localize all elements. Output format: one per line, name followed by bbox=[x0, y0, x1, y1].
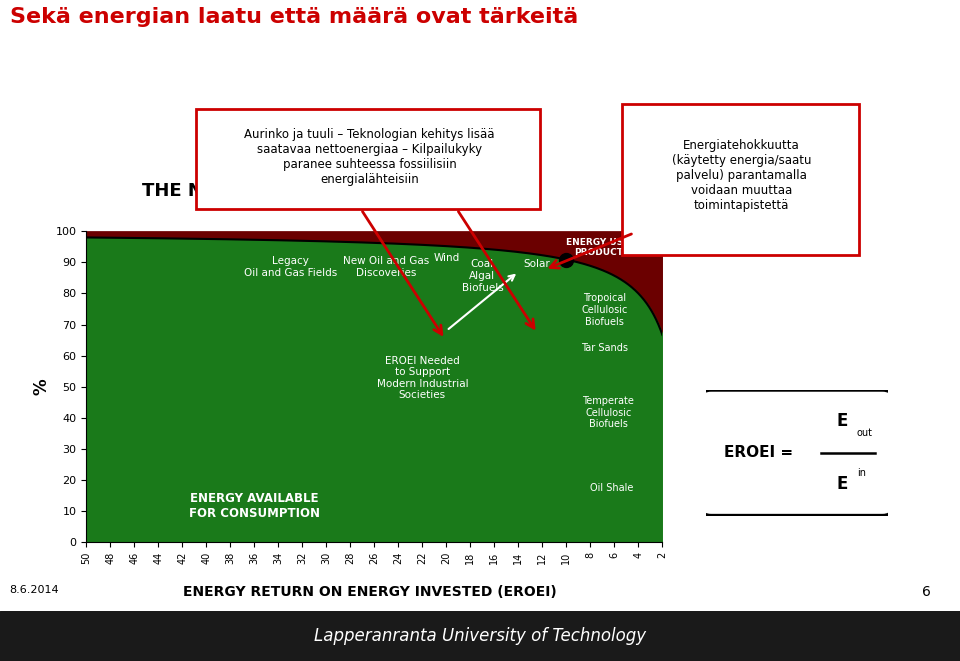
Text: ENERGY RETURN ON ENERGY INVESTED (EROEI): ENERGY RETURN ON ENERGY INVESTED (EROEI) bbox=[182, 585, 557, 599]
Text: Lapperanranta University of Technology: Lapperanranta University of Technology bbox=[314, 627, 646, 645]
Text: Legacy
Oil and Gas Fields: Legacy Oil and Gas Fields bbox=[244, 256, 337, 278]
Text: ENERGY AVAILABLE
FOR CONSUMPTION: ENERGY AVAILABLE FOR CONSUMPTION bbox=[189, 492, 320, 520]
Text: 6: 6 bbox=[923, 585, 931, 599]
Text: Coal
Algal
Biofuels: Coal Algal Biofuels bbox=[462, 259, 503, 293]
Text: ENERGY USED IN
PRODUCTION: ENERGY USED IN PRODUCTION bbox=[565, 237, 651, 257]
Text: THE NET ENERGY CLIFF: THE NET ENERGY CLIFF bbox=[142, 182, 376, 200]
Text: out: out bbox=[857, 428, 873, 438]
Text: 8.6.2014: 8.6.2014 bbox=[10, 585, 60, 595]
FancyBboxPatch shape bbox=[702, 390, 892, 516]
Text: EROEI =: EROEI = bbox=[724, 446, 798, 460]
Text: Temperate
Cellulosic
Biofuels: Temperate Cellulosic Biofuels bbox=[583, 396, 635, 429]
Text: E: E bbox=[837, 412, 849, 430]
Text: Tropoical
Cellulosic
Biofuels: Tropoical Cellulosic Biofuels bbox=[582, 293, 628, 327]
Text: Tar Sands: Tar Sands bbox=[582, 343, 628, 353]
Text: E: E bbox=[837, 475, 849, 493]
Text: Solar: Solar bbox=[523, 259, 550, 269]
Y-axis label: %: % bbox=[32, 378, 50, 395]
FancyBboxPatch shape bbox=[622, 104, 859, 254]
Text: EROEI Needed
to Support
Modern Industrial
Societies: EROEI Needed to Support Modern Industria… bbox=[376, 356, 468, 401]
Text: Sekä energian laatu että määrä ovat tärkeitä: Sekä energian laatu että määrä ovat tärk… bbox=[10, 7, 578, 26]
Text: Oil Shale: Oil Shale bbox=[590, 483, 634, 493]
Text: New Oil and Gas
Discoveries: New Oil and Gas Discoveries bbox=[344, 256, 429, 278]
Text: in: in bbox=[857, 468, 866, 478]
FancyBboxPatch shape bbox=[196, 109, 540, 210]
Text: Energiatehokkuutta
(käytetty energia/saatu
palvelu) parantamalla
voidaan muuttaa: Energiatehokkuutta (käytetty energia/saa… bbox=[672, 139, 811, 212]
Text: Aurinko ja tuuli – Teknologian kehitys lisää
saatavaa nettoenergiaa – Kilpailuky: Aurinko ja tuuli – Teknologian kehitys l… bbox=[245, 128, 494, 186]
Text: Wind: Wind bbox=[433, 253, 460, 263]
